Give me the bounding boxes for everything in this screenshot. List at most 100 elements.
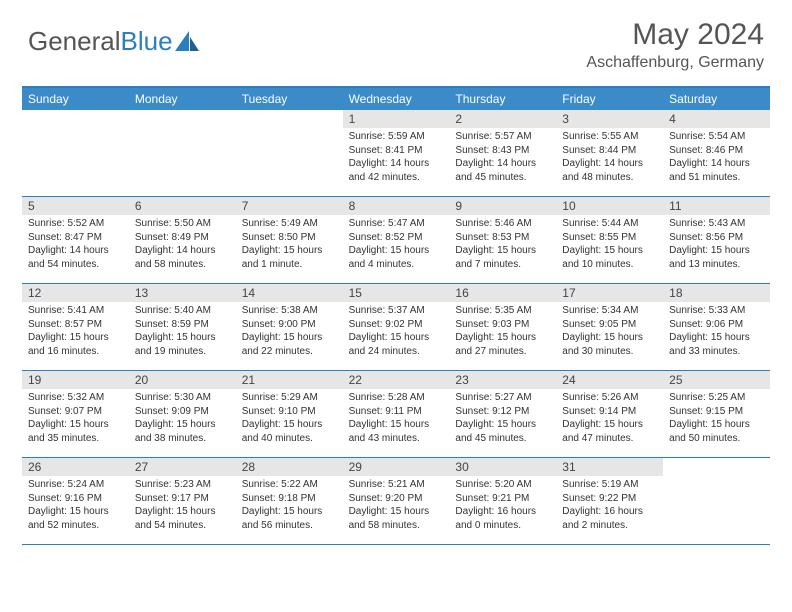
daylight-text: Daylight: 15 hours and 33 minutes. (669, 331, 764, 358)
sunset-text: Sunset: 9:15 PM (669, 405, 764, 419)
sunrise-text: Sunrise: 5:54 AM (669, 130, 764, 144)
sunrise-text: Sunrise: 5:34 AM (562, 304, 657, 318)
daylight-text: Daylight: 15 hours and 45 minutes. (455, 418, 550, 445)
day-body: Sunrise: 5:24 AMSunset: 9:16 PMDaylight:… (22, 476, 129, 536)
day-cell: 10Sunrise: 5:44 AMSunset: 8:55 PMDayligh… (556, 197, 663, 283)
day-body: Sunrise: 5:22 AMSunset: 9:18 PMDaylight:… (236, 476, 343, 536)
sunrise-text: Sunrise: 5:41 AM (28, 304, 123, 318)
daylight-text: Daylight: 15 hours and 1 minute. (242, 244, 337, 271)
day-number (663, 458, 770, 476)
day-number: 10 (556, 197, 663, 215)
day-cell: 4Sunrise: 5:54 AMSunset: 8:46 PMDaylight… (663, 110, 770, 196)
logo-text-general: General (28, 26, 121, 57)
day-cell (236, 110, 343, 196)
day-cell (129, 110, 236, 196)
day-number: 5 (22, 197, 129, 215)
daylight-text: Daylight: 15 hours and 38 minutes. (135, 418, 230, 445)
day-body: Sunrise: 5:33 AMSunset: 9:06 PMDaylight:… (663, 302, 770, 362)
day-number: 20 (129, 371, 236, 389)
daylight-text: Daylight: 14 hours and 42 minutes. (349, 157, 444, 184)
day-number: 31 (556, 458, 663, 476)
daylight-text: Daylight: 15 hours and 40 minutes. (242, 418, 337, 445)
day-body: Sunrise: 5:52 AMSunset: 8:47 PMDaylight:… (22, 215, 129, 275)
day-body: Sunrise: 5:43 AMSunset: 8:56 PMDaylight:… (663, 215, 770, 275)
day-cell: 8Sunrise: 5:47 AMSunset: 8:52 PMDaylight… (343, 197, 450, 283)
header: GeneralBlue May 2024 Aschaffenburg, Germ… (0, 0, 792, 78)
day-number: 29 (343, 458, 450, 476)
title-block: May 2024 Aschaffenburg, Germany (586, 18, 764, 72)
day-number: 7 (236, 197, 343, 215)
day-cell: 31Sunrise: 5:19 AMSunset: 9:22 PMDayligh… (556, 458, 663, 544)
daylight-text: Daylight: 15 hours and 58 minutes. (349, 505, 444, 532)
sunrise-text: Sunrise: 5:28 AM (349, 391, 444, 405)
daylight-text: Daylight: 15 hours and 13 minutes. (669, 244, 764, 271)
sunrise-text: Sunrise: 5:25 AM (669, 391, 764, 405)
sunset-text: Sunset: 8:57 PM (28, 318, 123, 332)
sunset-text: Sunset: 9:17 PM (135, 492, 230, 506)
sunset-text: Sunset: 9:18 PM (242, 492, 337, 506)
day-body: Sunrise: 5:34 AMSunset: 9:05 PMDaylight:… (556, 302, 663, 362)
day-body: Sunrise: 5:20 AMSunset: 9:21 PMDaylight:… (449, 476, 556, 536)
logo-sail-icon (175, 31, 201, 53)
logo-text-blue: Blue (121, 26, 173, 57)
daylight-text: Daylight: 15 hours and 54 minutes. (135, 505, 230, 532)
day-cell: 12Sunrise: 5:41 AMSunset: 8:57 PMDayligh… (22, 284, 129, 370)
sunrise-text: Sunrise: 5:57 AM (455, 130, 550, 144)
day-body: Sunrise: 5:57 AMSunset: 8:43 PMDaylight:… (449, 128, 556, 188)
daylight-text: Daylight: 15 hours and 27 minutes. (455, 331, 550, 358)
day-body: Sunrise: 5:29 AMSunset: 9:10 PMDaylight:… (236, 389, 343, 449)
sunrise-text: Sunrise: 5:44 AM (562, 217, 657, 231)
sunset-text: Sunset: 8:55 PM (562, 231, 657, 245)
daylight-text: Daylight: 15 hours and 19 minutes. (135, 331, 230, 358)
dow-header: Friday (556, 88, 663, 110)
sunrise-text: Sunrise: 5:50 AM (135, 217, 230, 231)
day-cell: 1Sunrise: 5:59 AMSunset: 8:41 PMDaylight… (343, 110, 450, 196)
day-body: Sunrise: 5:25 AMSunset: 9:15 PMDaylight:… (663, 389, 770, 449)
sunrise-text: Sunrise: 5:23 AM (135, 478, 230, 492)
day-number: 14 (236, 284, 343, 302)
week-row: 26Sunrise: 5:24 AMSunset: 9:16 PMDayligh… (22, 458, 770, 545)
day-body: Sunrise: 5:37 AMSunset: 9:02 PMDaylight:… (343, 302, 450, 362)
day-body: Sunrise: 5:27 AMSunset: 9:12 PMDaylight:… (449, 389, 556, 449)
day-cell: 23Sunrise: 5:27 AMSunset: 9:12 PMDayligh… (449, 371, 556, 457)
day-number: 3 (556, 110, 663, 128)
day-number: 6 (129, 197, 236, 215)
sunrise-text: Sunrise: 5:47 AM (349, 217, 444, 231)
day-number: 26 (22, 458, 129, 476)
sunset-text: Sunset: 9:16 PM (28, 492, 123, 506)
day-body: Sunrise: 5:32 AMSunset: 9:07 PMDaylight:… (22, 389, 129, 449)
day-number: 2 (449, 110, 556, 128)
day-cell: 3Sunrise: 5:55 AMSunset: 8:44 PMDaylight… (556, 110, 663, 196)
day-number: 30 (449, 458, 556, 476)
sunset-text: Sunset: 9:09 PM (135, 405, 230, 419)
day-cell: 17Sunrise: 5:34 AMSunset: 9:05 PMDayligh… (556, 284, 663, 370)
sunset-text: Sunset: 9:05 PM (562, 318, 657, 332)
day-cell: 21Sunrise: 5:29 AMSunset: 9:10 PMDayligh… (236, 371, 343, 457)
daylight-text: Daylight: 15 hours and 7 minutes. (455, 244, 550, 271)
day-body: Sunrise: 5:59 AMSunset: 8:41 PMDaylight:… (343, 128, 450, 188)
sunrise-text: Sunrise: 5:20 AM (455, 478, 550, 492)
daylight-text: Daylight: 15 hours and 47 minutes. (562, 418, 657, 445)
daylight-text: Daylight: 15 hours and 35 minutes. (28, 418, 123, 445)
sunset-text: Sunset: 9:06 PM (669, 318, 764, 332)
day-cell: 22Sunrise: 5:28 AMSunset: 9:11 PMDayligh… (343, 371, 450, 457)
sunrise-text: Sunrise: 5:59 AM (349, 130, 444, 144)
sunset-text: Sunset: 9:03 PM (455, 318, 550, 332)
sunset-text: Sunset: 9:00 PM (242, 318, 337, 332)
day-number: 21 (236, 371, 343, 389)
daylight-text: Daylight: 15 hours and 4 minutes. (349, 244, 444, 271)
sunrise-text: Sunrise: 5:19 AM (562, 478, 657, 492)
dow-header: Wednesday (343, 88, 450, 110)
sunset-text: Sunset: 8:53 PM (455, 231, 550, 245)
day-body: Sunrise: 5:44 AMSunset: 8:55 PMDaylight:… (556, 215, 663, 275)
day-cell: 16Sunrise: 5:35 AMSunset: 9:03 PMDayligh… (449, 284, 556, 370)
sunset-text: Sunset: 9:22 PM (562, 492, 657, 506)
sunrise-text: Sunrise: 5:46 AM (455, 217, 550, 231)
logo: GeneralBlue (28, 26, 201, 57)
sunset-text: Sunset: 9:20 PM (349, 492, 444, 506)
day-cell: 5Sunrise: 5:52 AMSunset: 8:47 PMDaylight… (22, 197, 129, 283)
day-body: Sunrise: 5:38 AMSunset: 9:00 PMDaylight:… (236, 302, 343, 362)
sunset-text: Sunset: 8:46 PM (669, 144, 764, 158)
day-number: 27 (129, 458, 236, 476)
day-cell (663, 458, 770, 544)
